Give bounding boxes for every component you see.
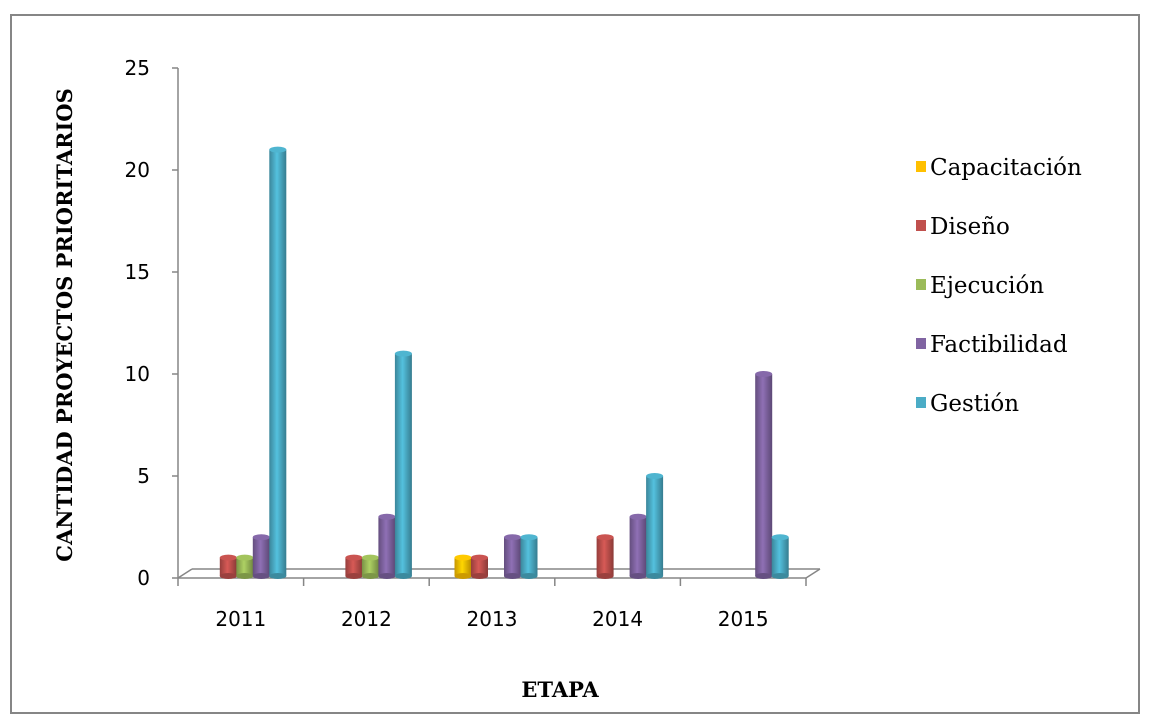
bar [772, 534, 789, 579]
bar-top [395, 351, 412, 357]
x-ticks: 2011 2012 2013 2014 2015 [178, 578, 806, 631]
bar-top [362, 555, 379, 561]
y-tick-label: 25 [125, 56, 150, 80]
legend-label: Ejecución [930, 273, 1044, 299]
bar-bottom [471, 573, 488, 579]
bar-top [220, 555, 237, 561]
bar-bottom [236, 573, 253, 579]
bar-body [504, 537, 521, 576]
legend-label: Capacitación [930, 155, 1082, 181]
bar [362, 555, 379, 579]
y-axis-title: CANTIDAD PROYECTOS PRIORITARIOS [52, 88, 77, 561]
bar-bottom [395, 573, 412, 579]
bar [345, 555, 362, 579]
y-ticks: 0 5 10 15 20 25 [125, 56, 178, 590]
bar-body [772, 537, 789, 576]
bar [471, 555, 488, 579]
bar [455, 555, 472, 579]
legend-swatch [916, 279, 926, 290]
bar [646, 473, 663, 579]
bar-body [755, 374, 772, 576]
legend-label: Diseño [930, 214, 1010, 240]
bar [269, 147, 286, 579]
bar [395, 351, 412, 579]
y-tick-label: 15 [125, 260, 150, 284]
legend-label: Factibilidad [930, 332, 1068, 358]
x-axis-title: ETAPA [521, 677, 599, 702]
legend-item: Factibilidad [916, 332, 1068, 358]
bar-body [269, 150, 286, 576]
y-tick-label: 10 [125, 362, 150, 386]
legend-swatch [916, 161, 926, 172]
x-tick-label: 2012 [341, 607, 392, 631]
bar-body [646, 476, 663, 576]
bar-top [455, 555, 472, 561]
bar [220, 555, 237, 579]
bar-top [597, 534, 614, 540]
legend: Capacitación Diseño Ejecución Factibilidad G… [916, 155, 1082, 417]
legend-item: Ejecución [916, 273, 1044, 299]
bar-top [504, 534, 521, 540]
bar-bottom [646, 573, 663, 579]
bar-top [521, 534, 538, 540]
bar-bottom [269, 573, 286, 579]
bar-top [236, 555, 253, 561]
bars [220, 147, 789, 579]
floor-right-edge [806, 569, 820, 578]
legend-item: Capacitación [916, 155, 1082, 181]
legend-item: Gestión [916, 391, 1019, 417]
bar-top [378, 514, 395, 520]
bar-bottom [597, 573, 614, 579]
bar-bottom [755, 573, 772, 579]
y-tick-label: 0 [137, 566, 150, 590]
bar-body [597, 537, 614, 576]
bar-body [395, 354, 412, 576]
legend-label: Gestión [930, 391, 1019, 417]
bar-bottom [253, 573, 270, 579]
bar-top [471, 555, 488, 561]
bar-bottom [521, 573, 538, 579]
legend-item: Diseño [916, 214, 1010, 240]
x-tick-label: 2011 [215, 607, 266, 631]
bar [504, 534, 521, 579]
bar-body [630, 517, 647, 576]
bar-body [378, 517, 395, 576]
bar-bottom [345, 573, 362, 579]
bar-body [253, 537, 270, 576]
bar [521, 534, 538, 579]
bar-bottom [630, 573, 647, 579]
bar-top [772, 534, 789, 540]
bar-bottom [362, 573, 379, 579]
bar [630, 514, 647, 579]
bar-bottom [378, 573, 395, 579]
legend-swatch [916, 397, 926, 408]
floor-left-edge [178, 569, 192, 578]
bar [755, 371, 772, 579]
bar [597, 534, 614, 579]
bar-body [521, 537, 538, 576]
bar [378, 514, 395, 579]
bar-bottom [455, 573, 472, 579]
x-tick-label: 2013 [467, 607, 518, 631]
legend-swatch [916, 338, 926, 349]
x-tick-label: 2015 [718, 607, 769, 631]
bar-bottom [772, 573, 789, 579]
bar-top [646, 473, 663, 479]
bar-top [755, 371, 772, 377]
bar-bottom [504, 573, 521, 579]
x-tick-label: 2014 [592, 607, 643, 631]
y-tick-label: 5 [137, 464, 150, 488]
bar-top [269, 147, 286, 153]
bar [253, 534, 270, 579]
legend-swatch [916, 220, 926, 231]
bar-top [630, 514, 647, 520]
bar-top [345, 555, 362, 561]
y-tick-label: 20 [125, 158, 150, 182]
bar-top [253, 534, 270, 540]
bar [236, 555, 253, 579]
bar-bottom [220, 573, 237, 579]
